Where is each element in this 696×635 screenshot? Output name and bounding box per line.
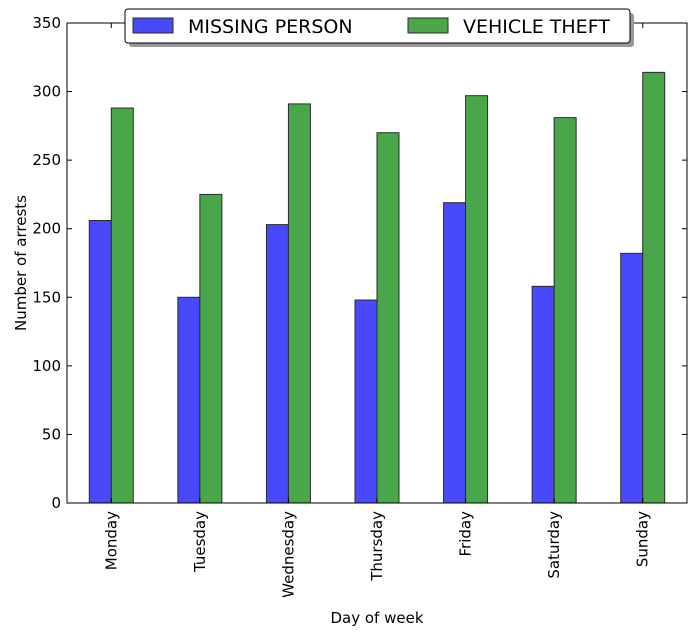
legend-label-vehicle-theft: VEHICLE THEFT [463, 16, 610, 38]
x-axis-title: Day of week [330, 609, 423, 627]
bar-missing-person-saturday [531, 285, 555, 504]
bar-vehicle-theft-tuesday [199, 193, 223, 504]
bar-missing-person-thursday [354, 299, 378, 504]
y-tick-label: 50 [42, 425, 61, 443]
y-tick-label: 0 [51, 494, 61, 512]
bar-vehicle-theft-thursday [376, 132, 400, 504]
x-tick-label-friday: Friday [457, 511, 475, 557]
bar-vehicle-theft-sunday [642, 71, 666, 504]
bars-layer [88, 71, 666, 504]
x-tick-label-sunday: Sunday [634, 511, 652, 567]
x-tick-label-saturday: Saturday [545, 511, 563, 579]
bar-missing-person-friday [443, 202, 467, 504]
legend-swatch-missing-person [132, 17, 174, 34]
y-axis-title: Number of arrests [12, 195, 30, 331]
y-tick-label: 150 [32, 288, 61, 306]
legend-box [124, 8, 631, 44]
x-tick-label-wednesday: Wednesday [279, 511, 297, 598]
bar-missing-person-wednesday [265, 224, 289, 504]
legend-swatch-vehicle-theft [407, 17, 449, 34]
bar-vehicle-theft-wednesday [287, 103, 311, 504]
bar-vehicle-theft-saturday [553, 117, 577, 504]
legend: MISSING PERSON VEHICLE THEFT [124, 8, 634, 47]
y-tick-label: 300 [32, 83, 61, 101]
bar-vehicle-theft-monday [110, 107, 134, 504]
y-tick-label: 200 [32, 220, 61, 238]
y-tick-label: 350 [32, 14, 61, 32]
bar-vehicle-theft-friday [465, 95, 489, 504]
x-axis: Monday Tuesday Wednesday Thursday Friday Satu… [102, 23, 652, 598]
bar-missing-person-monday [88, 219, 112, 504]
x-tick-label-monday: Monday [102, 511, 120, 570]
y-axis: 0 50 100 150 200 250 300 350 [32, 14, 687, 512]
bar-missing-person-tuesday [177, 296, 201, 504]
y-tick-label: 250 [32, 151, 61, 169]
x-tick-label-thursday: Thursday [368, 511, 386, 582]
x-tick-label-tuesday: Tuesday [191, 511, 209, 573]
legend-label-missing-person: MISSING PERSON [188, 16, 353, 38]
bar-missing-person-sunday [620, 252, 644, 504]
y-tick-label: 100 [32, 357, 61, 375]
